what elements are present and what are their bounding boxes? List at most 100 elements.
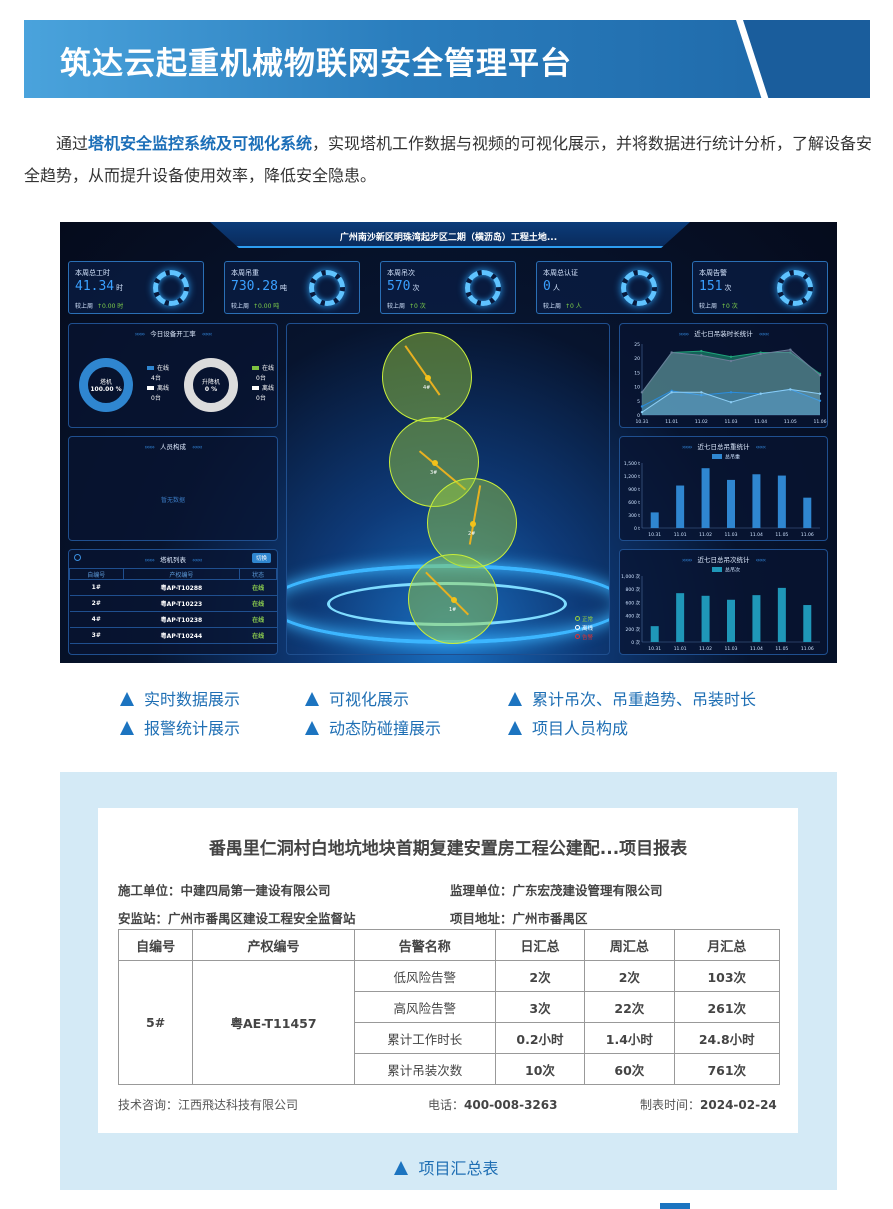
tower-radius[interactable]: 2#	[427, 478, 517, 568]
y-tick-label: 1,500 t	[624, 461, 640, 467]
column-header: 月汇总	[673, 929, 780, 961]
bar	[803, 497, 812, 528]
y-tick-label: 600 t	[628, 500, 640, 506]
utilization-panel: ›››››› 今日设备开工率 ‹‹‹‹‹‹ 塔机 100.00 % 在线 4台 离线 0台 …	[68, 323, 278, 428]
bar	[727, 599, 735, 642]
construction-unit: 施工单位：中建四局第一建设有限公司	[118, 883, 331, 898]
x-tick-label: 11.01	[674, 646, 687, 652]
report-caption: 项目汇总表	[0, 1155, 893, 1179]
ring-icon	[621, 270, 657, 306]
triangle-icon	[305, 721, 319, 735]
kpi-card: 本周吊重 730.28 吨较上周 ↑0.00 吨	[224, 261, 360, 314]
feature-item: 实时数据展示	[120, 686, 240, 710]
y-tick-label: 0 次	[631, 639, 640, 646]
table-row: 累计工作时长 0.2小时 1.4小时 24.8小时	[119, 1022, 780, 1054]
x-tick-label: 11.02	[699, 532, 712, 538]
column-header: 日汇总	[494, 929, 586, 961]
triangle-icon	[508, 692, 522, 706]
data-point	[670, 351, 673, 354]
bar	[676, 485, 685, 528]
legend-swatch	[712, 454, 722, 459]
legend-item: 正常	[575, 616, 593, 625]
bar	[650, 626, 659, 642]
data-point	[729, 391, 733, 394]
column-header: 自编号	[117, 929, 194, 961]
dashboard-header-bar	[210, 222, 690, 248]
hoist-legend: 在线 0台 离线 0台	[252, 364, 274, 404]
table-row[interactable]: 2# 粤AP-T10223 在线	[69, 595, 277, 612]
data-point	[670, 391, 673, 394]
report-table: 自编号 产权编号 告警名称 日汇总 周汇总 月汇总 5# 粤AE-T11457 低风险告警 2次 2…	[117, 929, 780, 1085]
y-tick-label: 1,000 次	[621, 573, 640, 580]
x-tick-label: 11.05	[784, 419, 797, 425]
data-point	[700, 391, 703, 394]
feature-item: 项目人员构成	[508, 715, 628, 739]
x-tick-label: 10.31	[648, 532, 661, 538]
y-tick-label: 400 次	[625, 613, 640, 620]
kpi-card: 本周吊次 570 次较上周 ↑0 次	[380, 261, 516, 314]
y-tick-label: 600 次	[625, 599, 640, 606]
switch-button[interactable]: 切换	[251, 553, 271, 563]
triangle-icon	[508, 721, 522, 735]
chart-title: 近七日总吊重统计	[697, 443, 750, 451]
phone-info: 电话：400-008-3263	[428, 1098, 558, 1112]
hoist-donut: 升降机 0 %	[184, 358, 238, 412]
feature-item: 累计吊次、吊重趋势、吊装时长	[508, 686, 756, 710]
bar	[650, 512, 659, 528]
data-point	[818, 392, 822, 395]
data-point	[700, 354, 703, 357]
legend-label: 总吊次	[725, 567, 740, 574]
x-tick-label: 11.03	[725, 646, 738, 652]
duration-chart-panel: ›››››› 近七日吊装时长统计 ‹‹‹‹‹‹ 0 5 10 15 20 25 10.31 11.…	[619, 323, 828, 428]
tower-radius[interactable]: 1#	[408, 554, 498, 644]
legend-item: 离线	[575, 625, 593, 634]
triangle-icon	[120, 721, 134, 735]
triangle-icon	[120, 692, 134, 706]
refresh-icon[interactable]	[74, 554, 81, 561]
next-section-marker	[660, 1203, 690, 1209]
report-section: 番禺里仁洞村白地坑地块首期复建安置房工程公建配...项目报表 施工单位：中建四局…	[60, 772, 837, 1190]
intro-paragraph: 通过塔机安全监控系统及可视化系统，实现塔机工作数据与视频的可视化展示，并将数据进…	[24, 128, 874, 192]
column-header: 状态	[239, 568, 277, 580]
y-tick-label: 0 t	[634, 526, 640, 532]
x-tick-label: 11.02	[699, 646, 712, 652]
x-tick-label: 11.01	[665, 419, 678, 425]
bar	[752, 595, 761, 642]
duration-area-chart: 0 5 10 15 20 25 10.31 11.01 11.02 11.03 11.04 11.05…	[634, 342, 827, 425]
chart-title: 近七日吊装时长统计	[694, 330, 753, 338]
tower-radius[interactable]: 4#	[382, 332, 472, 422]
ring-icon	[777, 270, 813, 306]
data-point	[759, 352, 762, 356]
x-tick-label: 11.06	[814, 419, 827, 425]
dashboard-screenshot: 广州南沙新区明珠湾起步区二期（横沥岛）工程土地... 本周总工时 41.34 时较上…	[60, 222, 837, 663]
banner-stripe	[736, 20, 870, 98]
tower-list-panel: ›››››› 塔机列表 ‹‹‹‹‹‹ 切换 自编号 产权编号 状态 1# 粤AP-T1028…	[68, 549, 278, 655]
tower-legend: 在线 4台 离线 0台	[147, 364, 169, 404]
y-tick-label: 5	[637, 399, 640, 405]
x-tick-label: 10.31	[636, 419, 649, 425]
lifts-bar-chart: 0 次 200 次 400 次 600 次 800 次 1,000 次 10.31 11.01…	[621, 567, 820, 652]
data-point	[729, 359, 733, 363]
data-point	[818, 399, 822, 402]
y-tick-label: 20	[634, 356, 640, 362]
table-row[interactable]: 1# 粤AP-T10288 在线	[69, 579, 277, 596]
anti-collision-map: 4# 3# 2# 1# 正常 离线 告警	[286, 323, 610, 655]
supervision-unit: 监理单位：广东宏茂建设管理有限公司	[450, 883, 663, 898]
x-tick-label: 11.04	[750, 532, 763, 538]
column-header: 周汇总	[584, 929, 675, 961]
table-row[interactable]: 3# 粤AP-T10244 在线	[69, 627, 277, 644]
chart-title: 近七日总吊次统计	[697, 556, 750, 564]
bar	[777, 475, 786, 528]
bar	[752, 474, 761, 528]
column-header: 自编号	[69, 568, 124, 580]
x-tick-label: 11.05	[775, 532, 788, 538]
kpi-card: 本周总认证 0 人较上周 ↑0 人	[536, 261, 672, 314]
x-tick-label: 11.03	[725, 419, 738, 425]
data-point	[759, 392, 762, 395]
table-row[interactable]: 4# 粤AP-T10238 在线	[69, 611, 277, 628]
feature-item: 动态防碰撞展示	[305, 715, 441, 739]
title-banner: 筑达云起重机械物联网安全管理平台	[24, 20, 870, 98]
weight-bar-chart: 0 t 300 t 600 t 900 t 1,200 t 1,500 t 10.31 11.…	[624, 454, 820, 538]
data-point	[789, 388, 792, 391]
